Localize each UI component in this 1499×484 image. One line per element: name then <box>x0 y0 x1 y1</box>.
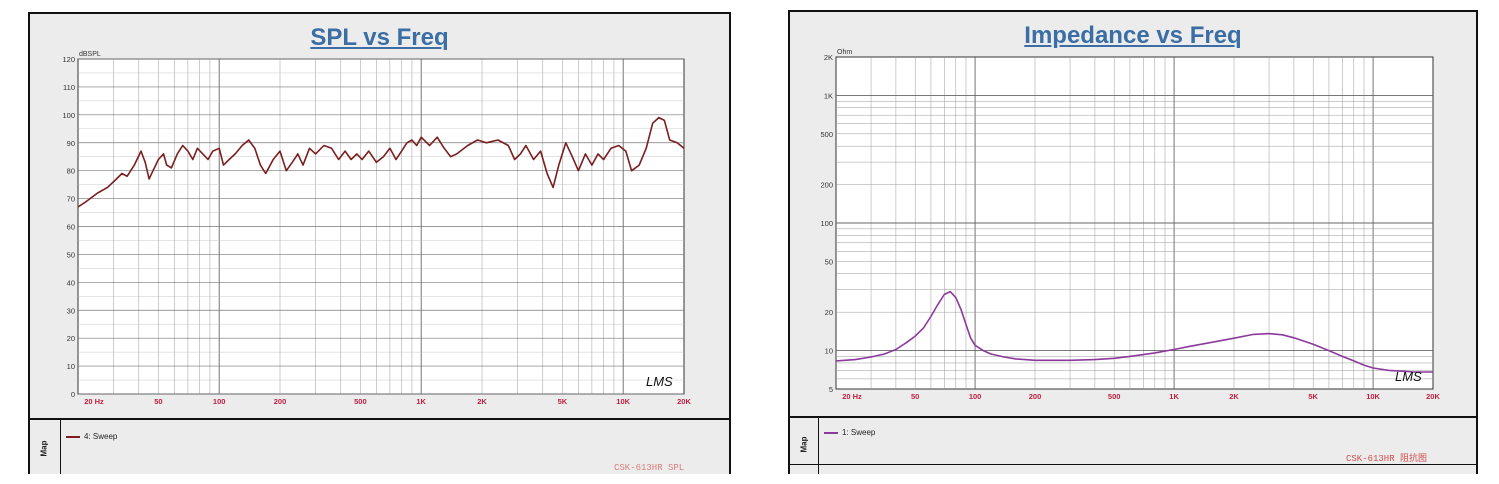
impedance-panel: Impedance vs Freq 20 Hz 50 100 200 500 1K 2K 5K… <box>788 10 1478 474</box>
y-tick-label: 120 <box>62 55 75 64</box>
x-tick-label: 5K <box>558 397 568 406</box>
y-tick-label: 20 <box>825 308 833 317</box>
x-tick-label: 20K <box>1426 392 1440 401</box>
y-tick-label: 500 <box>820 130 833 139</box>
spl-footnote: CSK-613HR SPL <box>614 463 685 473</box>
impedance-footnote: CSK-613HR 阻抗图 <box>1346 454 1428 464</box>
impedance-legend-divider <box>818 418 819 474</box>
x-tick-label: 50 <box>154 397 162 406</box>
spl-panel: SPL vs Freq 20 Hz 50 100 200 500 1K 2K 5K 10K 20K… <box>28 12 731 474</box>
x-tick-label: 100 <box>213 397 226 406</box>
grid <box>78 58 684 395</box>
lms-watermark: LMS <box>1395 369 1422 384</box>
impedance-legend-swatch <box>824 431 838 434</box>
x-tick-label: 20 Hz <box>84 397 104 406</box>
spl-legend-swatch <box>66 435 80 438</box>
impedance-legend-item: 1: Sweep <box>824 428 875 437</box>
y-tick-label: 5 <box>829 385 833 394</box>
series-line <box>835 290 1433 373</box>
grid <box>836 57 1433 389</box>
spl-legend-label: 4: Sweep <box>84 432 118 441</box>
impedance-chart: 20 Hz 50 100 200 500 1K 2K 5K 10K 20K 5 10 20 50 100 20… <box>820 49 1440 401</box>
y-axis-label: Ohm <box>837 49 852 56</box>
y-tick-label: 100 <box>820 219 833 228</box>
impedance-legend-map-label: Map <box>799 436 809 453</box>
impedance-chart-title: Impedance vs Freq <box>1024 22 1242 49</box>
y-tick-label: 10 <box>67 362 75 371</box>
x-tick-label: 20K <box>677 397 691 406</box>
impedance-legend: Map 1: Sweep CSK-613HR 阻抗图 <box>790 416 1476 474</box>
y-axis-label: dBSPL <box>79 51 101 58</box>
impedance-legend-label: 1: Sweep <box>842 428 876 437</box>
y-tick-label: 100 <box>62 111 75 120</box>
x-tick-label: 50 <box>911 392 919 401</box>
y-tick-label: 10 <box>825 347 833 356</box>
x-tick-label: 200 <box>274 397 287 406</box>
x-tick-label: 10K <box>616 397 630 406</box>
y-tick-label: 80 <box>67 167 75 176</box>
spl-chart: 20 Hz 50 100 200 500 1K 2K 5K 10K 20K 0 10 20 30 40 50 6… <box>62 51 691 406</box>
impedance-legend-bottom-rule <box>790 464 1476 465</box>
x-tick-label: 5K <box>1308 392 1318 401</box>
spl-legend: Map 4: Sweep CSK-613HR SPL <box>30 418 729 474</box>
y-tick-label: 1K <box>824 91 833 100</box>
x-tick-label: 10K <box>1366 392 1380 401</box>
lms-watermark: LMS <box>646 374 673 389</box>
series-line <box>77 116 685 208</box>
spl-legend-map-label: Map <box>39 440 49 457</box>
x-tick-label: 2K <box>477 397 487 406</box>
x-tick-label: 1K <box>1169 392 1179 401</box>
y-tick-label: 110 <box>63 83 75 92</box>
y-tick-label: 2K <box>824 53 833 62</box>
y-tick-label: 0 <box>71 390 75 399</box>
x-tick-label: 20 Hz <box>842 392 862 401</box>
x-tick-label: 500 <box>1108 392 1121 401</box>
spl-chart-title: SPL vs Freq <box>310 24 449 51</box>
x-tick-label: 1K <box>416 397 426 406</box>
y-tick-label: 70 <box>67 195 75 204</box>
spl-legend-divider <box>60 420 61 474</box>
y-tick-label: 90 <box>67 139 75 148</box>
y-tick-label: 200 <box>820 181 833 190</box>
x-tick-label: 200 <box>1029 392 1042 401</box>
y-tick-label: 50 <box>67 250 75 259</box>
x-tick-label: 100 <box>969 392 982 401</box>
x-tick-label: 2K <box>1229 392 1239 401</box>
y-tick-label: 50 <box>825 257 833 266</box>
x-tick-label: 500 <box>354 397 367 406</box>
y-tick-label: 60 <box>67 223 75 232</box>
spl-legend-item: 4: Sweep <box>66 432 117 441</box>
y-tick-label: 20 <box>67 334 75 343</box>
y-tick-label: 40 <box>67 278 75 287</box>
y-tick-label: 30 <box>67 306 75 315</box>
